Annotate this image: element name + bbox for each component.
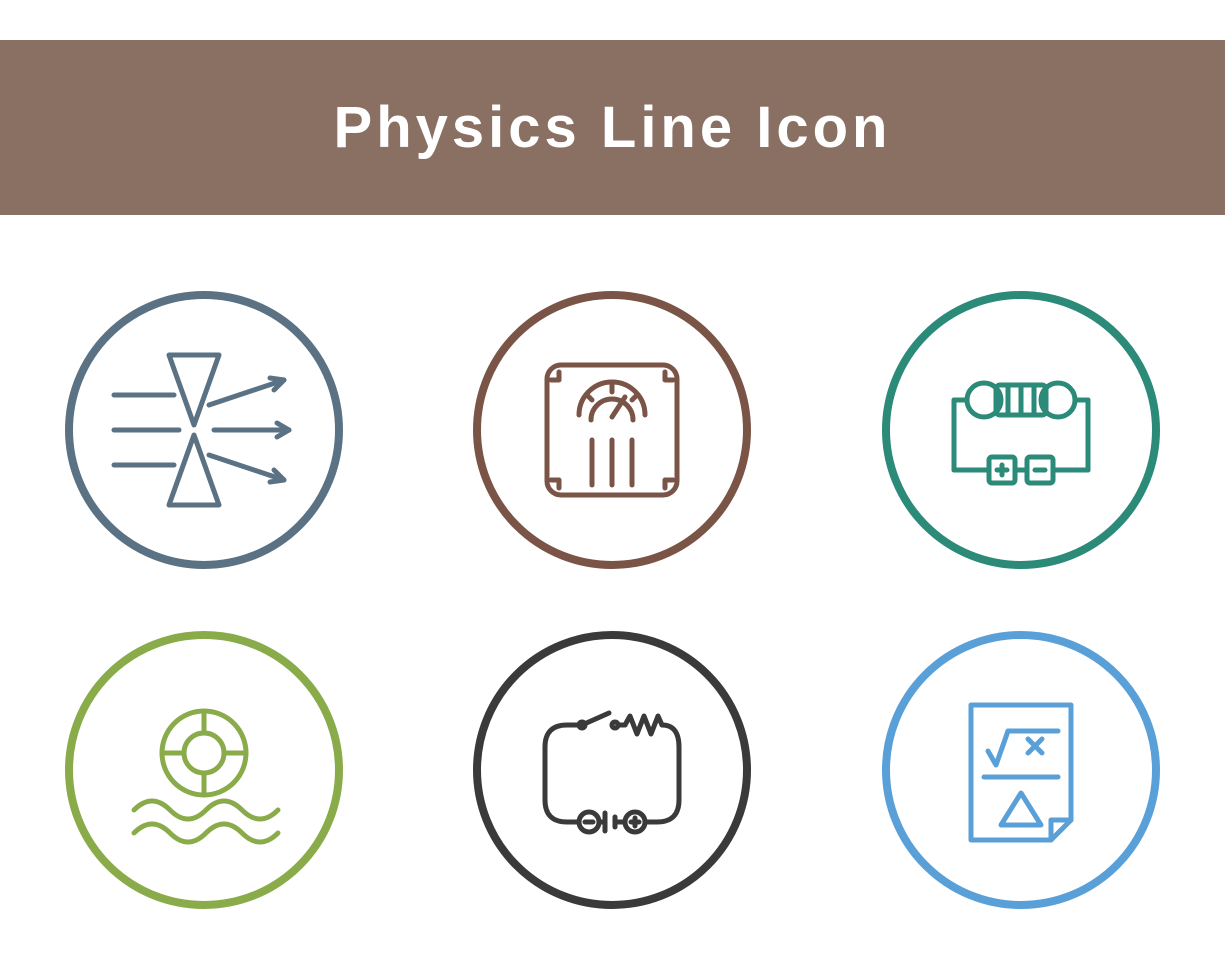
- header-bar: Physics Line Icon: [0, 40, 1225, 215]
- scale-icon: [467, 285, 757, 575]
- refraction-icon: [59, 285, 349, 575]
- circuit-icon: [467, 625, 757, 915]
- formula-icon: [876, 625, 1166, 915]
- icon-grid: [0, 260, 1225, 940]
- buoyancy-icon: [59, 625, 349, 915]
- page-title: Physics Line Icon: [334, 94, 892, 161]
- resistor-icon: [876, 285, 1166, 575]
